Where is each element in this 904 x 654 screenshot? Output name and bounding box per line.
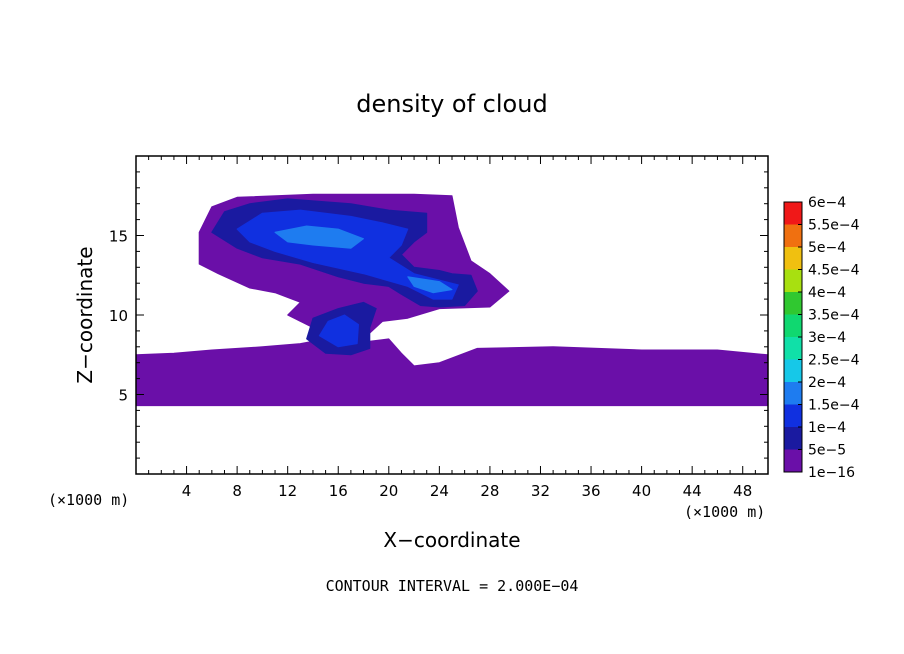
colorbar-swatch [784, 202, 802, 225]
x-tick-label: 48 [733, 482, 752, 500]
colorbar-label: 3.5e−4 [808, 308, 860, 324]
colorbar-swatch [784, 449, 802, 472]
colorbar-swatch [784, 314, 802, 337]
colorbar-label: 1e−16 [808, 465, 855, 481]
colorbar-label: 6e−4 [808, 195, 846, 211]
x-tick-label: 20 [379, 482, 398, 500]
colorbar-swatch [784, 427, 802, 450]
contour-interval-note: CONTOUR INTERVAL = 2.000E−04 [326, 577, 579, 595]
colorbar-swatch [784, 269, 802, 292]
colorbar-swatch [784, 224, 802, 247]
colorbar-label: 5e−5 [808, 443, 846, 459]
y-axis-title: Z−coordinate [73, 246, 97, 383]
y-tick-label: 5 [118, 387, 128, 405]
colorbar-swatch [784, 337, 802, 360]
x-tick-label: 24 [430, 482, 449, 500]
contour-regions [135, 193, 769, 407]
colorbar-swatch [784, 292, 802, 315]
contour-region-0 [135, 338, 769, 407]
colorbar-label: 2e−4 [808, 375, 846, 391]
y-tick-label: 15 [109, 228, 128, 246]
chart-title: density of cloud [356, 90, 547, 118]
colorbar-swatch [784, 404, 802, 427]
colorbar-swatch [784, 247, 802, 270]
x-tick-label: 44 [683, 482, 702, 500]
colorbar-label: 1.5e−4 [808, 398, 860, 414]
colorbar-label: 4.5e−4 [808, 263, 860, 279]
colorbar-swatch [784, 382, 802, 405]
x-axis-unit-label-left: (×1000 m) [48, 491, 129, 509]
x-tick-label: 28 [480, 482, 499, 500]
x-axis-title: X−coordinate [383, 528, 520, 552]
contour-region-6 [274, 225, 364, 249]
x-axis-ticks: 4 8 12 16 20 24 28 32 36 40 44 48 [148, 156, 756, 500]
x-tick-label: 16 [329, 482, 348, 500]
colorbar-label: 3e−4 [808, 330, 846, 346]
contour-region-5 [318, 314, 359, 348]
x-tick-label: 4 [182, 482, 192, 500]
colorbar-label: 2.5e−4 [808, 353, 860, 369]
x-tick-label: 32 [531, 482, 550, 500]
colorbar-swatch [784, 359, 802, 382]
x-tick-label: 40 [632, 482, 651, 500]
y-tick-label: 10 [109, 307, 128, 325]
x-axis-unit-label-right: (×1000 m) [684, 503, 765, 521]
y-axis-ticks: 5 10 15 [109, 171, 768, 459]
colorbar-label: 1e−4 [808, 420, 846, 436]
colorbar-label: 5e−4 [808, 240, 846, 256]
colorbar-label: 5.5e−4 [808, 218, 860, 234]
colorbar-label: 4e−4 [808, 285, 846, 301]
colorbar: 1e−16 5e−5 1e−4 1.5e−4 2e−4 2.5e−4 3e−4 3.5e−4 4… [783, 195, 860, 481]
contour-region-7 [407, 276, 453, 294]
x-tick-label: 36 [581, 482, 600, 500]
x-tick-label: 8 [232, 482, 242, 500]
x-tick-label: 12 [278, 482, 297, 500]
